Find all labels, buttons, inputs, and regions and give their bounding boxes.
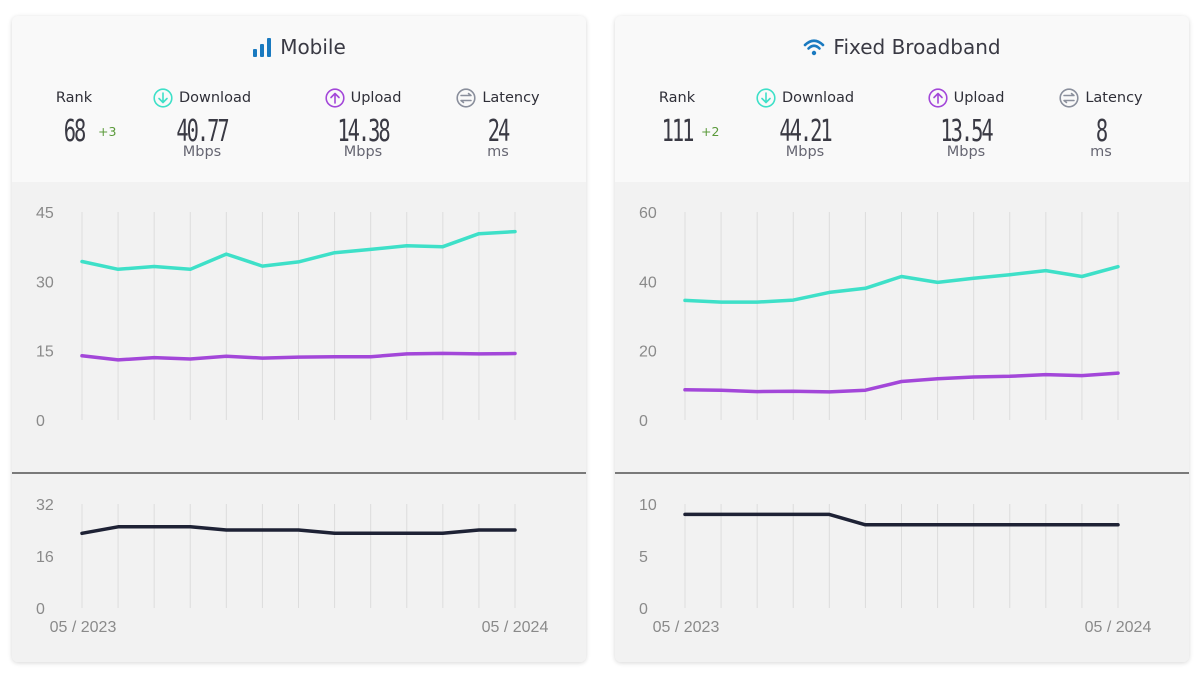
y-tick-label: 0: [639, 413, 648, 430]
upload-value: 13.54: [940, 114, 993, 149]
y-tick-label: 5: [639, 549, 648, 566]
rank-metric: Rank 68: [12, 86, 144, 150]
download-series-line: [683, 264, 1120, 304]
download-arrow-icon: [756, 88, 776, 108]
rank-delta: +2: [701, 124, 720, 139]
y-tick-label: 45: [36, 205, 54, 222]
chart-area: 0 20 40 60 0 5 10 05 / 2023 05 / 2024: [615, 182, 1189, 662]
rank-value: 111: [661, 114, 695, 149]
download-value: 44.21: [779, 114, 832, 149]
y-tick-label: 60: [639, 205, 657, 222]
download-value: 40.77: [176, 114, 229, 149]
y-tick-label: 32: [36, 497, 54, 514]
upload-arrow-icon: [324, 88, 345, 108]
upload-unit: Mbps: [343, 144, 383, 160]
metrics-row: Rank 68 +3 Download 40.77 Mbps Upload 14…: [12, 86, 586, 186]
card-title-text: Fixed Broadband: [833, 35, 1001, 59]
x-start-label: 05 / 2023: [50, 619, 117, 636]
mobile-charts-svg: 0 15 30 45 0 16 32 05 / 2023 05 / 2024: [12, 205, 586, 636]
chart-area: 0 15 30 45 0 16 32 05 / 2023 05 / 2024: [12, 182, 586, 662]
x-end-label: 05 / 2024: [482, 619, 549, 636]
latency-metric: Latency 8 ms: [1031, 86, 1171, 160]
fixed-broadband-card: Fixed Broadband Rank 111 +2 Download 44.…: [615, 16, 1189, 662]
latency-series-line: [80, 525, 517, 536]
latency-metric: Latency 24 ms: [428, 86, 568, 160]
rank-delta: +3: [98, 124, 117, 139]
upload-arrow-icon: [927, 88, 948, 108]
card-title: Fixed Broadband: [615, 34, 1189, 60]
metrics-row: Rank 111 +2 Download 44.21 Mbps Upload 1…: [615, 86, 1189, 186]
latency-value: 8: [1095, 114, 1108, 149]
y-tick-label: 30: [36, 274, 54, 291]
download-unit: Mbps: [785, 144, 825, 160]
download-label: Download: [781, 90, 855, 106]
y-tick-label: 40: [639, 274, 657, 291]
rank-label: Rank: [658, 90, 696, 106]
y-tick-label: 10: [639, 497, 657, 514]
y-tick-label: 15: [36, 344, 54, 361]
wifi-icon: [803, 37, 825, 57]
rank-value: 68: [63, 114, 87, 149]
latency-unit: ms: [1090, 144, 1112, 160]
latency-unit: ms: [487, 144, 509, 160]
rank-metric: Rank 111: [615, 86, 747, 150]
fixed-broadband-charts-svg: 0 20 40 60 0 5 10 05 / 2023 05 / 2024: [615, 205, 1189, 636]
download-metric: Download 44.21 Mbps: [735, 86, 875, 160]
latency-icon: [456, 88, 476, 108]
y-tick-label: 16: [36, 549, 54, 566]
upload-value: 14.38: [337, 114, 390, 149]
upload-metric: Upload 14.38 Mbps: [293, 86, 433, 160]
latency-value: 24: [487, 114, 511, 149]
upload-series-line: [80, 351, 517, 362]
upload-series-line: [683, 371, 1120, 394]
latency-label: Latency: [1085, 90, 1143, 106]
rank-label: Rank: [55, 90, 93, 106]
download-label: Download: [178, 90, 252, 106]
download-series-line: [80, 229, 517, 272]
mobile-card: Mobile Rank 68 +3 Download 40.77 Mbps Up…: [12, 16, 586, 662]
signal-bars-icon: [252, 37, 272, 57]
y-tick-label: 0: [639, 601, 648, 618]
download-metric: Download 40.77 Mbps: [132, 86, 272, 160]
y-tick-label: 20: [639, 344, 657, 361]
y-tick-label: 0: [36, 601, 45, 618]
x-start-label: 05 / 2023: [653, 619, 720, 636]
upload-label: Upload: [953, 90, 1005, 106]
download-arrow-icon: [153, 88, 173, 108]
card-title-text: Mobile: [280, 35, 346, 59]
latency-icon: [1059, 88, 1079, 108]
download-unit: Mbps: [182, 144, 222, 160]
x-end-label: 05 / 2024: [1085, 619, 1152, 636]
latency-series-line: [683, 512, 1120, 527]
upload-label: Upload: [350, 90, 402, 106]
upload-unit: Mbps: [946, 144, 986, 160]
latency-label: Latency: [482, 90, 540, 106]
card-title: Mobile: [12, 34, 586, 60]
upload-metric: Upload 13.54 Mbps: [896, 86, 1036, 160]
y-tick-label: 0: [36, 413, 45, 430]
